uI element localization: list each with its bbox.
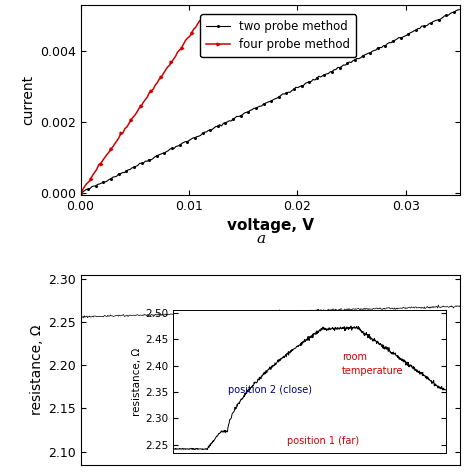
Line: four probe method: four probe method — [79, 19, 201, 194]
four probe method — [98, 161, 104, 166]
two probe method — [148, 157, 154, 163]
Y-axis label: current: current — [21, 75, 36, 125]
Text: room: room — [342, 352, 367, 362]
Text: temperature: temperature — [342, 366, 403, 376]
two probe method — [78, 190, 83, 196]
two probe method — [438, 16, 444, 22]
Y-axis label: resistance, Ω: resistance, Ω — [30, 324, 44, 415]
four probe method — [108, 146, 114, 152]
four probe method — [116, 135, 122, 140]
Y-axis label: resistance, Ω: resistance, Ω — [132, 347, 142, 416]
Line: two probe method: two probe method — [80, 9, 461, 193]
two probe method — [93, 183, 99, 189]
four probe method — [112, 141, 118, 146]
two probe method — [457, 7, 463, 12]
Text: a: a — [256, 232, 265, 246]
Legend: two probe method, four probe method: two probe method, four probe method — [200, 14, 356, 57]
four probe method — [78, 190, 83, 196]
X-axis label: voltage, V: voltage, V — [227, 218, 314, 233]
Text: position 1 (far): position 1 (far) — [287, 436, 360, 446]
two probe method — [179, 141, 184, 146]
four probe method — [197, 18, 202, 24]
Text: position 2 (close): position 2 (close) — [228, 385, 311, 395]
two probe method — [425, 22, 430, 28]
two probe method — [100, 179, 106, 184]
four probe method — [153, 82, 158, 88]
four probe method — [118, 131, 124, 137]
